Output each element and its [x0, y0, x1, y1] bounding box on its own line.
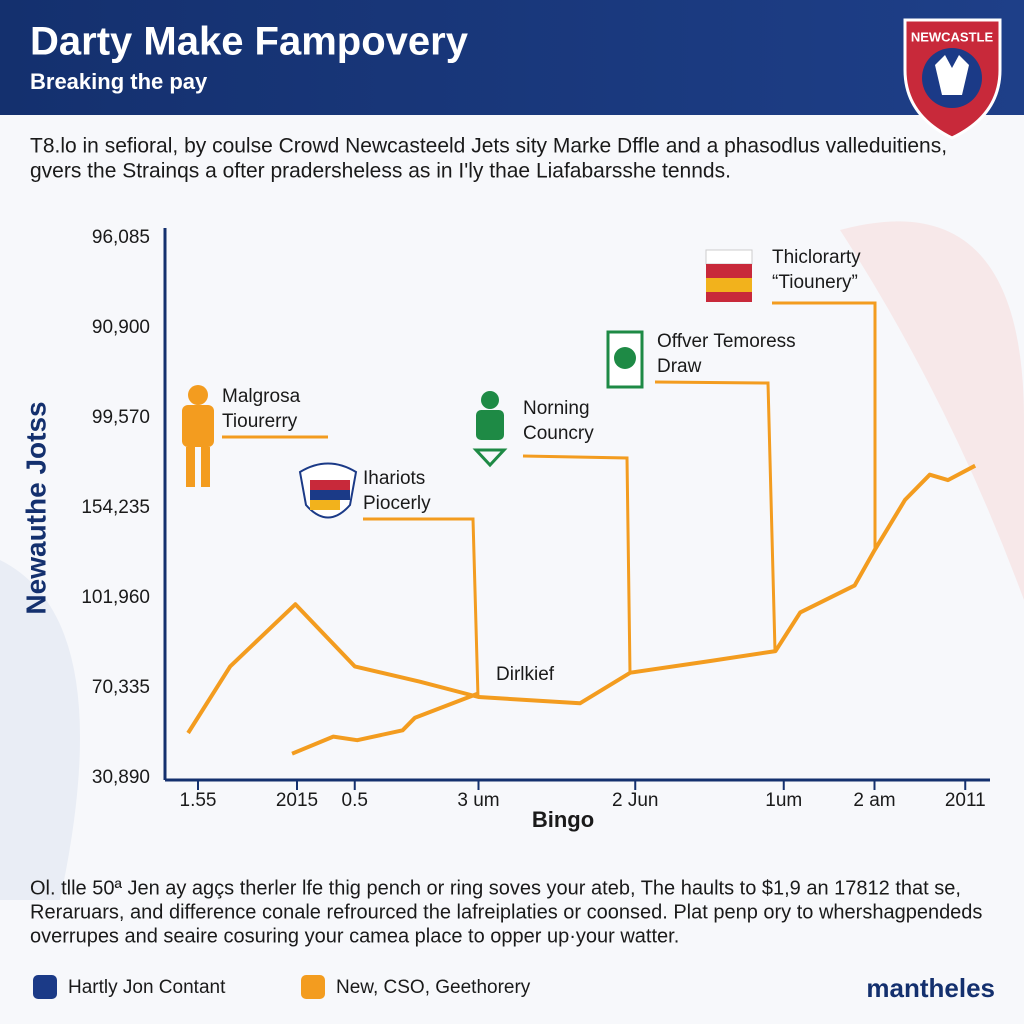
intro-line: T8.lo in sefioral, by coulse Crowd Newca…: [30, 135, 947, 158]
y-tick-label: 99,570: [92, 407, 150, 428]
decor: [840, 221, 1024, 600]
subtitle: Breaking the pay: [30, 69, 208, 94]
annotation: Malgrosa: [222, 386, 301, 407]
annotation: Draw: [657, 356, 702, 377]
x-axis-label: Bingo: [532, 807, 594, 832]
line: [291, 691, 480, 756]
y-tick-label: 101,960: [81, 587, 150, 608]
icons: [182, 249, 753, 519]
y-tick-label: 70,335: [92, 677, 150, 698]
logo-text: NEWCASTLE: [911, 29, 994, 44]
plot: 30,890 70,335 101,960 154,235 99,570 90,900 96…: [81, 227, 985, 811]
annotation: Piocerly: [363, 493, 431, 514]
decor: [0, 560, 80, 900]
line: [186, 463, 977, 735]
y-tick-label: 96,085: [92, 227, 150, 248]
annotation: Thiclorarty: [772, 247, 861, 268]
x-tick-label: 2 am: [853, 790, 895, 811]
title: Darty Make Fampovery: [30, 20, 469, 64]
x-tick-label: 1.55: [180, 790, 217, 811]
leaders: [222, 301, 877, 698]
annotation: Offver Temoress: [657, 331, 796, 352]
intro-line: gvers the Strainqs a ofter pradersheless…: [30, 160, 731, 183]
annotation: Ihariots: [363, 468, 425, 489]
annotations: Malgrosa Tiourerry Ihariots Piocerly Nor…: [222, 247, 861, 685]
legend-label: Hartly Jon Contant: [68, 977, 226, 998]
x-tick-label: 2011: [945, 790, 986, 811]
x-tick-label: 2 Jun: [612, 790, 658, 811]
annotation: Councry: [523, 423, 594, 444]
x-tick-label: 1um: [765, 790, 802, 811]
annotation: Dirlkief: [496, 664, 555, 685]
footer-text: Ol. tlle 50ª Jen ay agçs therler lfe thi…: [30, 877, 982, 947]
legend-label: New, CSO, Geethorery: [336, 977, 531, 998]
y-tick-label: 30,890: [92, 767, 150, 788]
annotation: Norning: [523, 398, 590, 419]
footer-line: Ol. tlle 50ª Jen ay agçs therler lfe thi…: [30, 877, 961, 899]
y-axis-label: Newauthe Jotss: [20, 401, 51, 614]
footer-line: overrupes and seaire cosuring your camea…: [30, 925, 679, 947]
header-band: [0, 0, 1024, 115]
annotation: “Tiounery”: [772, 272, 858, 293]
x-tick-label: 3 um: [457, 790, 499, 811]
x-tick-label: 2015: [276, 790, 318, 811]
y-tick-label: 90,900: [92, 317, 150, 338]
legend: Hartly Jon Contant New, CSO, Geethorery: [33, 975, 531, 999]
annotation: Tiourerry: [222, 411, 298, 432]
y-tick-label: 154,235: [81, 497, 150, 518]
legend-swatch: [33, 975, 57, 999]
footer-line: Reraruars, and difference conale refrour…: [30, 901, 982, 923]
x-tick-label: 0.5: [342, 790, 368, 811]
brand: mantheles: [866, 973, 995, 1003]
logo: NEWCASTLE: [903, 18, 1002, 140]
legend-swatch: [301, 975, 325, 999]
